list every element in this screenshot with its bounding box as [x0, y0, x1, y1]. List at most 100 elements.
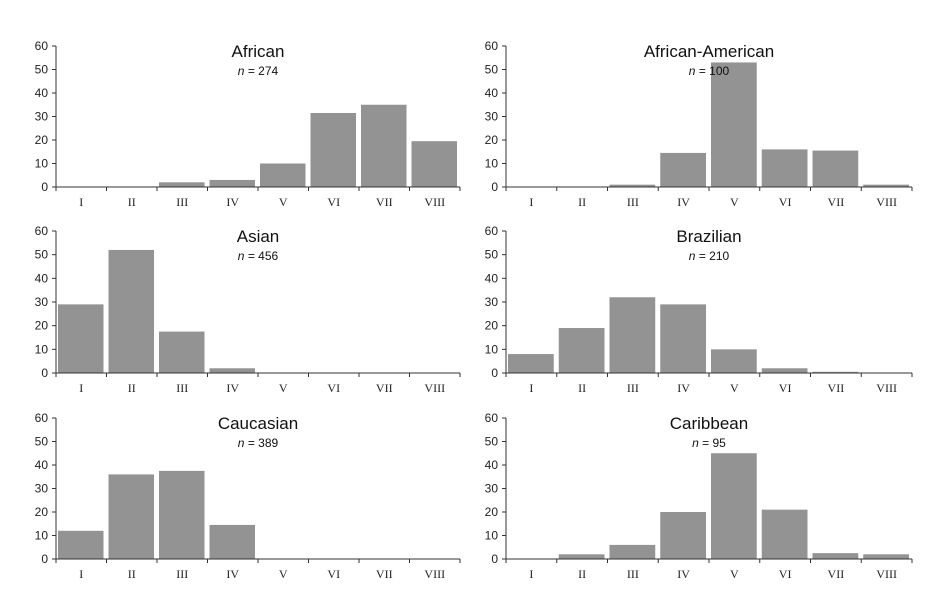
bar-v — [711, 62, 757, 188]
bar-v — [711, 453, 757, 559]
bar-ii — [108, 474, 154, 559]
x-tick-label: IV — [677, 381, 690, 395]
x-tick-label: IV — [677, 195, 690, 209]
y-tick-label: 20 — [35, 133, 49, 147]
y-tick-label: 20 — [485, 319, 499, 333]
x-tick-label: II — [128, 381, 136, 395]
x-tick-label: I — [529, 567, 533, 581]
y-tick-label: 10 — [35, 157, 49, 171]
n-symbol: n — [238, 64, 245, 78]
bar-vi — [761, 509, 808, 559]
bar-ii — [558, 328, 605, 373]
y-tick-label: 60 — [35, 39, 49, 53]
bar-vii — [812, 371, 859, 373]
x-tick-label: VII — [376, 567, 393, 581]
chart-title: African — [232, 42, 285, 61]
x-tick-label: III — [627, 195, 639, 209]
bar-v — [260, 163, 306, 187]
n-value: = 389 — [244, 436, 278, 450]
x-tick-label: VIII — [424, 567, 445, 581]
x-tick-label: III — [176, 567, 188, 581]
x-tick-label: V — [730, 195, 739, 209]
x-tick-label: II — [128, 195, 136, 209]
y-tick-label: 40 — [485, 86, 499, 100]
bar-iii — [609, 184, 656, 187]
y-tick-label: 40 — [485, 458, 499, 472]
bar-iv — [209, 179, 255, 187]
bar-iii — [159, 182, 205, 187]
x-tick-label: V — [279, 567, 288, 581]
y-tick-label: 10 — [35, 342, 49, 356]
x-tick-label: IV — [226, 195, 239, 209]
bar-vi — [761, 149, 808, 187]
x-tick-label: VI — [779, 381, 792, 395]
chart-title: Caucasian — [218, 414, 298, 433]
y-tick-label: 50 — [35, 63, 49, 77]
y-tick-label: 50 — [35, 435, 49, 449]
x-tick-label: VII — [828, 195, 845, 209]
x-tick-label: VI — [327, 381, 340, 395]
y-tick-label: 20 — [485, 133, 499, 147]
x-tick-label: VII — [828, 381, 845, 395]
chart-subtitle-n: n = 95 — [692, 436, 726, 450]
chart-title: Caribbean — [670, 414, 748, 433]
chart-title: Brazilian — [676, 227, 741, 246]
y-tick-label: 60 — [485, 39, 499, 53]
chart-subtitle-n: n = 210 — [689, 249, 730, 263]
y-tick-label: 20 — [35, 505, 49, 519]
chart-title: Asian — [237, 227, 280, 246]
bar-iv — [660, 152, 706, 187]
x-tick-label: V — [279, 195, 288, 209]
y-tick-label: 10 — [485, 529, 499, 543]
y-tick-label: 0 — [491, 180, 498, 194]
x-tick-label: V — [730, 567, 739, 581]
x-tick-label: VI — [327, 195, 340, 209]
y-tick-label: 30 — [485, 482, 499, 496]
bar-vi — [310, 112, 356, 187]
bar-vi — [761, 368, 808, 373]
x-tick-label: VII — [376, 381, 393, 395]
y-tick-label: 0 — [41, 366, 48, 380]
n-symbol: n — [689, 249, 696, 263]
y-tick-label: 60 — [485, 224, 499, 238]
chart-title: African-American — [644, 42, 774, 61]
y-tick-label: 0 — [41, 552, 48, 566]
y-tick-label: 30 — [485, 295, 499, 309]
x-tick-label: II — [578, 381, 586, 395]
y-tick-label: 40 — [485, 271, 499, 285]
y-tick-label: 50 — [35, 248, 49, 262]
n-value: = 456 — [244, 249, 278, 263]
x-tick-label: I — [529, 381, 533, 395]
x-tick-label: III — [627, 567, 639, 581]
bar-iv — [209, 368, 255, 373]
y-tick-label: 10 — [485, 342, 499, 356]
x-tick-label: IV — [226, 567, 239, 581]
x-tick-label: VIII — [876, 567, 897, 581]
y-tick-label: 10 — [35, 529, 49, 543]
x-tick-label: I — [79, 195, 83, 209]
y-tick-label: 20 — [485, 505, 499, 519]
y-tick-label: 60 — [35, 224, 49, 238]
bar-i — [508, 354, 554, 373]
bar-vii — [361, 104, 407, 187]
bar-viii — [863, 184, 909, 187]
y-tick-label: 0 — [41, 180, 48, 194]
x-tick-label: VI — [779, 567, 792, 581]
x-tick-label: VII — [376, 195, 393, 209]
x-tick-label: II — [128, 567, 136, 581]
x-tick-label: VIII — [876, 381, 897, 395]
n-value: = 100 — [695, 64, 729, 78]
bar-iv — [660, 304, 706, 373]
x-tick-label: VI — [327, 567, 340, 581]
x-tick-label: III — [176, 381, 188, 395]
y-tick-label: 60 — [485, 411, 499, 425]
chart-subtitle-n: n = 389 — [238, 436, 279, 450]
x-tick-label: I — [79, 381, 83, 395]
x-tick-label: V — [730, 381, 739, 395]
n-symbol: n — [238, 249, 245, 263]
n-symbol: n — [692, 436, 699, 450]
bar-iii — [609, 544, 656, 559]
